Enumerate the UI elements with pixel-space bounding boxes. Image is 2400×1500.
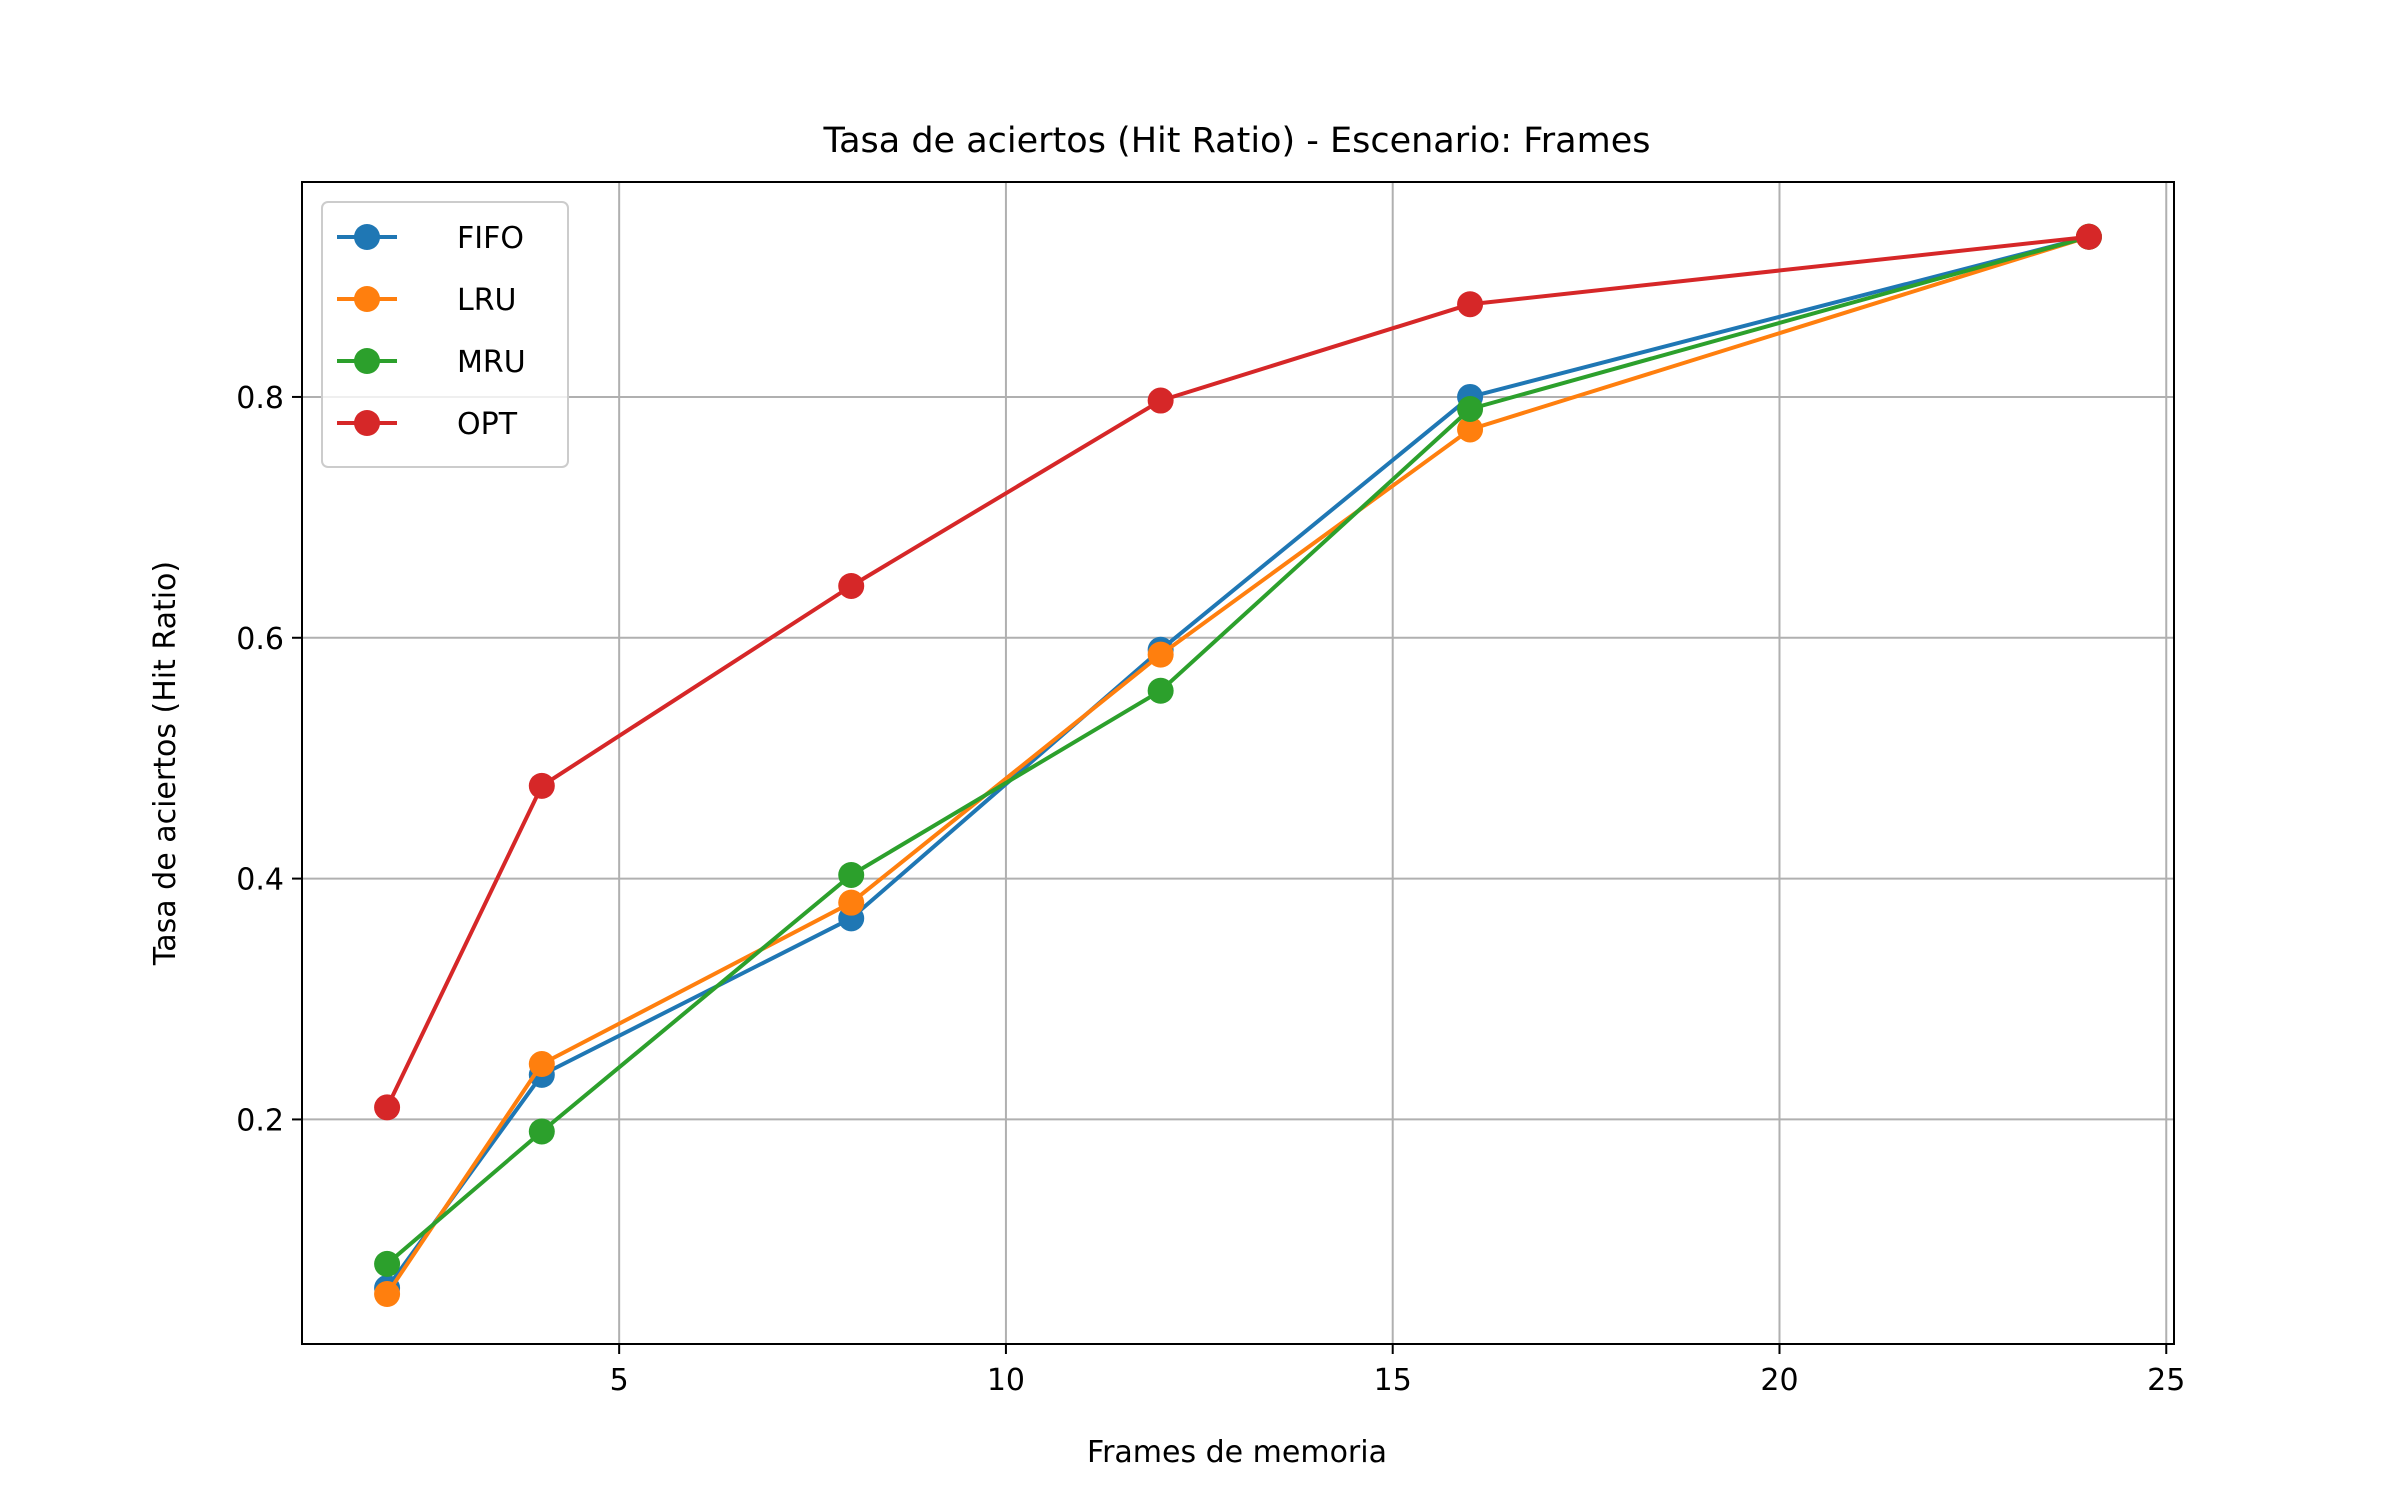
data-point-opt bbox=[838, 572, 865, 599]
legend-label: OPT bbox=[457, 407, 518, 442]
x-tick-label: 10 bbox=[987, 1363, 1025, 1398]
legend-items: FIFO LRU MRU OPT bbox=[337, 221, 526, 442]
legend-item-lru: LRU bbox=[337, 283, 517, 318]
x-axis-label: Frames de memoria bbox=[1087, 1435, 1387, 1470]
data-point-lru bbox=[528, 1051, 555, 1078]
series-opt bbox=[374, 223, 2102, 1121]
data-point-mru bbox=[1147, 677, 1174, 704]
grid bbox=[302, 182, 2174, 1344]
data-point-mru bbox=[528, 1118, 555, 1145]
data-point-lru bbox=[1457, 416, 1484, 443]
legend-swatch-marker bbox=[354, 410, 380, 436]
legend-swatch-marker bbox=[354, 348, 380, 374]
data-point-mru bbox=[374, 1250, 401, 1277]
chart-title: Tasa de aciertos (Hit Ratio) - Escenario… bbox=[823, 121, 1651, 161]
data-point-lru bbox=[374, 1281, 401, 1308]
series-line-opt bbox=[384, 234, 2092, 1111]
legend-item-mru: MRU bbox=[337, 345, 526, 380]
y-tick-label: 0.6 bbox=[236, 622, 284, 657]
y-tick-label: 0.8 bbox=[236, 381, 284, 416]
y-tick-label: 0.2 bbox=[236, 1103, 284, 1138]
legend: FIFO LRU MRU OPT bbox=[321, 201, 569, 468]
legend-box bbox=[321, 201, 569, 468]
x-tick-label: 5 bbox=[610, 1363, 629, 1398]
legend-label: MRU bbox=[457, 345, 526, 380]
legend-label: LRU bbox=[457, 283, 517, 318]
x-tick-label: 15 bbox=[1374, 1363, 1412, 1398]
legend-swatch-marker bbox=[354, 286, 380, 312]
legend-swatch-marker bbox=[354, 224, 380, 250]
x-tick-label: 25 bbox=[2147, 1363, 2185, 1398]
data-point-opt bbox=[374, 1094, 401, 1121]
data-point-opt bbox=[1147, 387, 1174, 414]
data-point-lru bbox=[838, 889, 865, 916]
y-tick-label: 0.4 bbox=[236, 863, 284, 898]
legend-item-fifo: FIFO bbox=[337, 221, 524, 256]
data-point-mru bbox=[838, 861, 865, 888]
y-axis-label: Tasa de aciertos (Hit Ratio) bbox=[148, 561, 183, 966]
series-line-lru bbox=[384, 234, 2092, 1297]
x-tick-label: 20 bbox=[1760, 1363, 1798, 1398]
axis-ticks: 5 10 15 20 25 0.2 0.4 0.6 0.8 bbox=[236, 381, 2185, 1398]
legend-item-opt: OPT bbox=[337, 407, 518, 442]
data-point-opt bbox=[2075, 223, 2102, 250]
data-point-opt bbox=[528, 772, 555, 799]
data-point-lru bbox=[1147, 641, 1174, 668]
series-line-mru bbox=[384, 234, 2092, 1267]
legend-label: FIFO bbox=[457, 221, 524, 256]
series-layer bbox=[374, 223, 2102, 1308]
data-point-mru bbox=[1457, 395, 1484, 422]
plot-area-frame bbox=[301, 181, 2175, 1345]
data-point-opt bbox=[1457, 291, 1484, 318]
